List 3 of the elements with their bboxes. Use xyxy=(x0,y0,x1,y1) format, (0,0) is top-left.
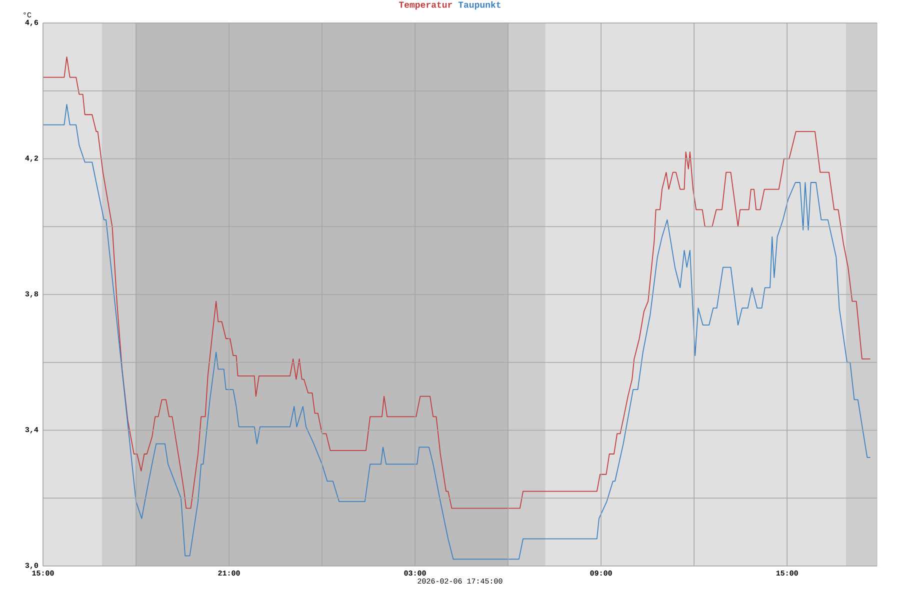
text: Temperatur xyxy=(398,2,452,10)
line-series xyxy=(43,104,871,560)
text: Taupunkt xyxy=(458,1,500,10)
